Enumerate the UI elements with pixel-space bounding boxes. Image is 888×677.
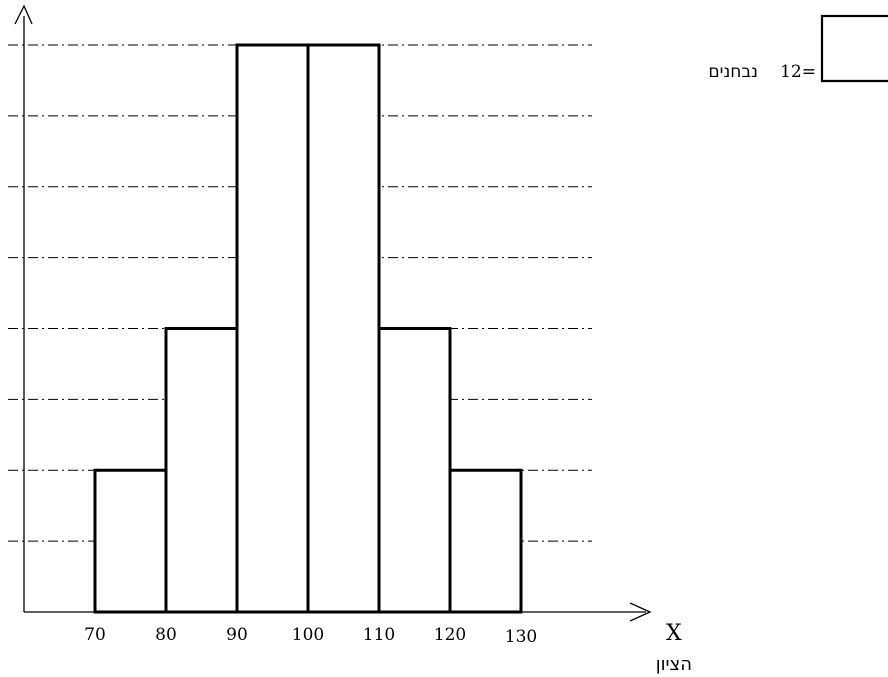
legend-value-text: =12 xyxy=(780,62,816,82)
x-tick-label: 90 xyxy=(226,625,248,645)
x-axis-arrowhead xyxy=(629,602,652,622)
x-tick-labels: 70 80 90 100 110 120 130 xyxy=(84,625,537,647)
x-axis-word-label: הציון xyxy=(656,654,692,675)
histogram-bar xyxy=(377,327,452,614)
histogram-bar xyxy=(93,468,168,614)
y-axis-arrowhead xyxy=(14,4,33,25)
x-tick-label: 70 xyxy=(84,625,106,645)
x-tick-label: 110 xyxy=(363,625,395,645)
legend: נבחנים =12 xyxy=(708,14,888,83)
histogram-bar xyxy=(235,43,310,614)
histogram-bar xyxy=(306,43,381,614)
legend-unit-word: נבחנים xyxy=(708,62,758,82)
histogram-bars xyxy=(93,43,523,614)
x-tick-label: 120 xyxy=(434,625,466,645)
x-axis-variable-label: X xyxy=(666,621,682,646)
legend-square-key xyxy=(820,14,888,83)
histogram-bar xyxy=(164,327,239,614)
x-tick-label: 80 xyxy=(155,625,177,645)
histogram-bar xyxy=(448,468,523,614)
x-tick-label: 100 xyxy=(292,625,324,645)
x-tick-label: 130 xyxy=(505,627,537,647)
